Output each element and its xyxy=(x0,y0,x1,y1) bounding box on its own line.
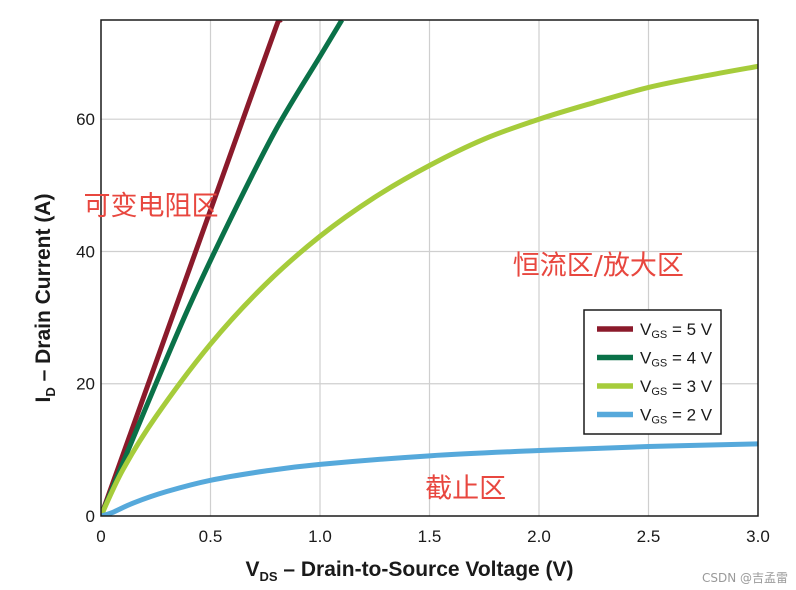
y-tick-label: 0 xyxy=(86,507,95,526)
legend-label-2: VGS = 3 V xyxy=(640,377,713,398)
x-tick-labels: 0 0.5 1.0 1.5 2.0 2.5 3.0 xyxy=(96,527,770,546)
series-line-3 xyxy=(101,441,758,516)
y-axis-title-rest: – Drain Current (A) xyxy=(32,194,55,388)
annotation-2: 截止区 xyxy=(425,473,506,504)
plot-frame xyxy=(100,19,759,517)
y-axis-title-sub: D xyxy=(43,387,58,396)
series-line-1 xyxy=(101,20,345,516)
y-tick-label: 40 xyxy=(76,242,95,261)
x-tick-label: 2.0 xyxy=(527,527,551,546)
annotation-0: 可变电阻区 xyxy=(83,191,218,222)
x-axis-title-sub: DS xyxy=(259,569,277,584)
x-axis-title-rest: – Drain-to-Source Voltage (V) xyxy=(278,558,574,581)
x-tick-label: 0.5 xyxy=(199,527,223,546)
grid-lines xyxy=(101,20,758,516)
x-tick-label: 2.5 xyxy=(637,527,661,546)
x-axis-title: VDS – Drain-to-Source Voltage (V) xyxy=(245,558,573,584)
series-line-2 xyxy=(101,63,758,516)
x-tick-label: 1.0 xyxy=(308,527,332,546)
y-tick-labels: 0 20 40 60 xyxy=(76,110,95,526)
x-tick-label: 1.5 xyxy=(418,527,442,546)
legend-label-0: VGS = 5 V xyxy=(640,320,713,341)
y-axis-title-main: I xyxy=(32,397,55,403)
annotation-1: 恒流区/放大区 xyxy=(513,251,684,282)
x-tick-label: 3.0 xyxy=(746,527,770,546)
y-tick-label: 60 xyxy=(76,110,95,129)
legend-label-1: VGS = 4 V xyxy=(640,349,713,370)
watermark-text: CSDN @吉孟雷 xyxy=(702,571,788,585)
y-axis-title: ID – Drain Current (A) xyxy=(32,194,58,403)
legend-label-3: VGS = 2 V xyxy=(640,406,713,427)
legend: VGS = 5 V VGS = 4 V VGS = 3 V VGS = 2 V xyxy=(583,309,722,435)
series-line-0 xyxy=(101,20,284,516)
x-axis-title-main: V xyxy=(245,558,259,581)
y-tick-label: 20 xyxy=(76,375,95,394)
series-lines xyxy=(101,20,758,516)
x-tick-label: 0 xyxy=(96,527,105,546)
